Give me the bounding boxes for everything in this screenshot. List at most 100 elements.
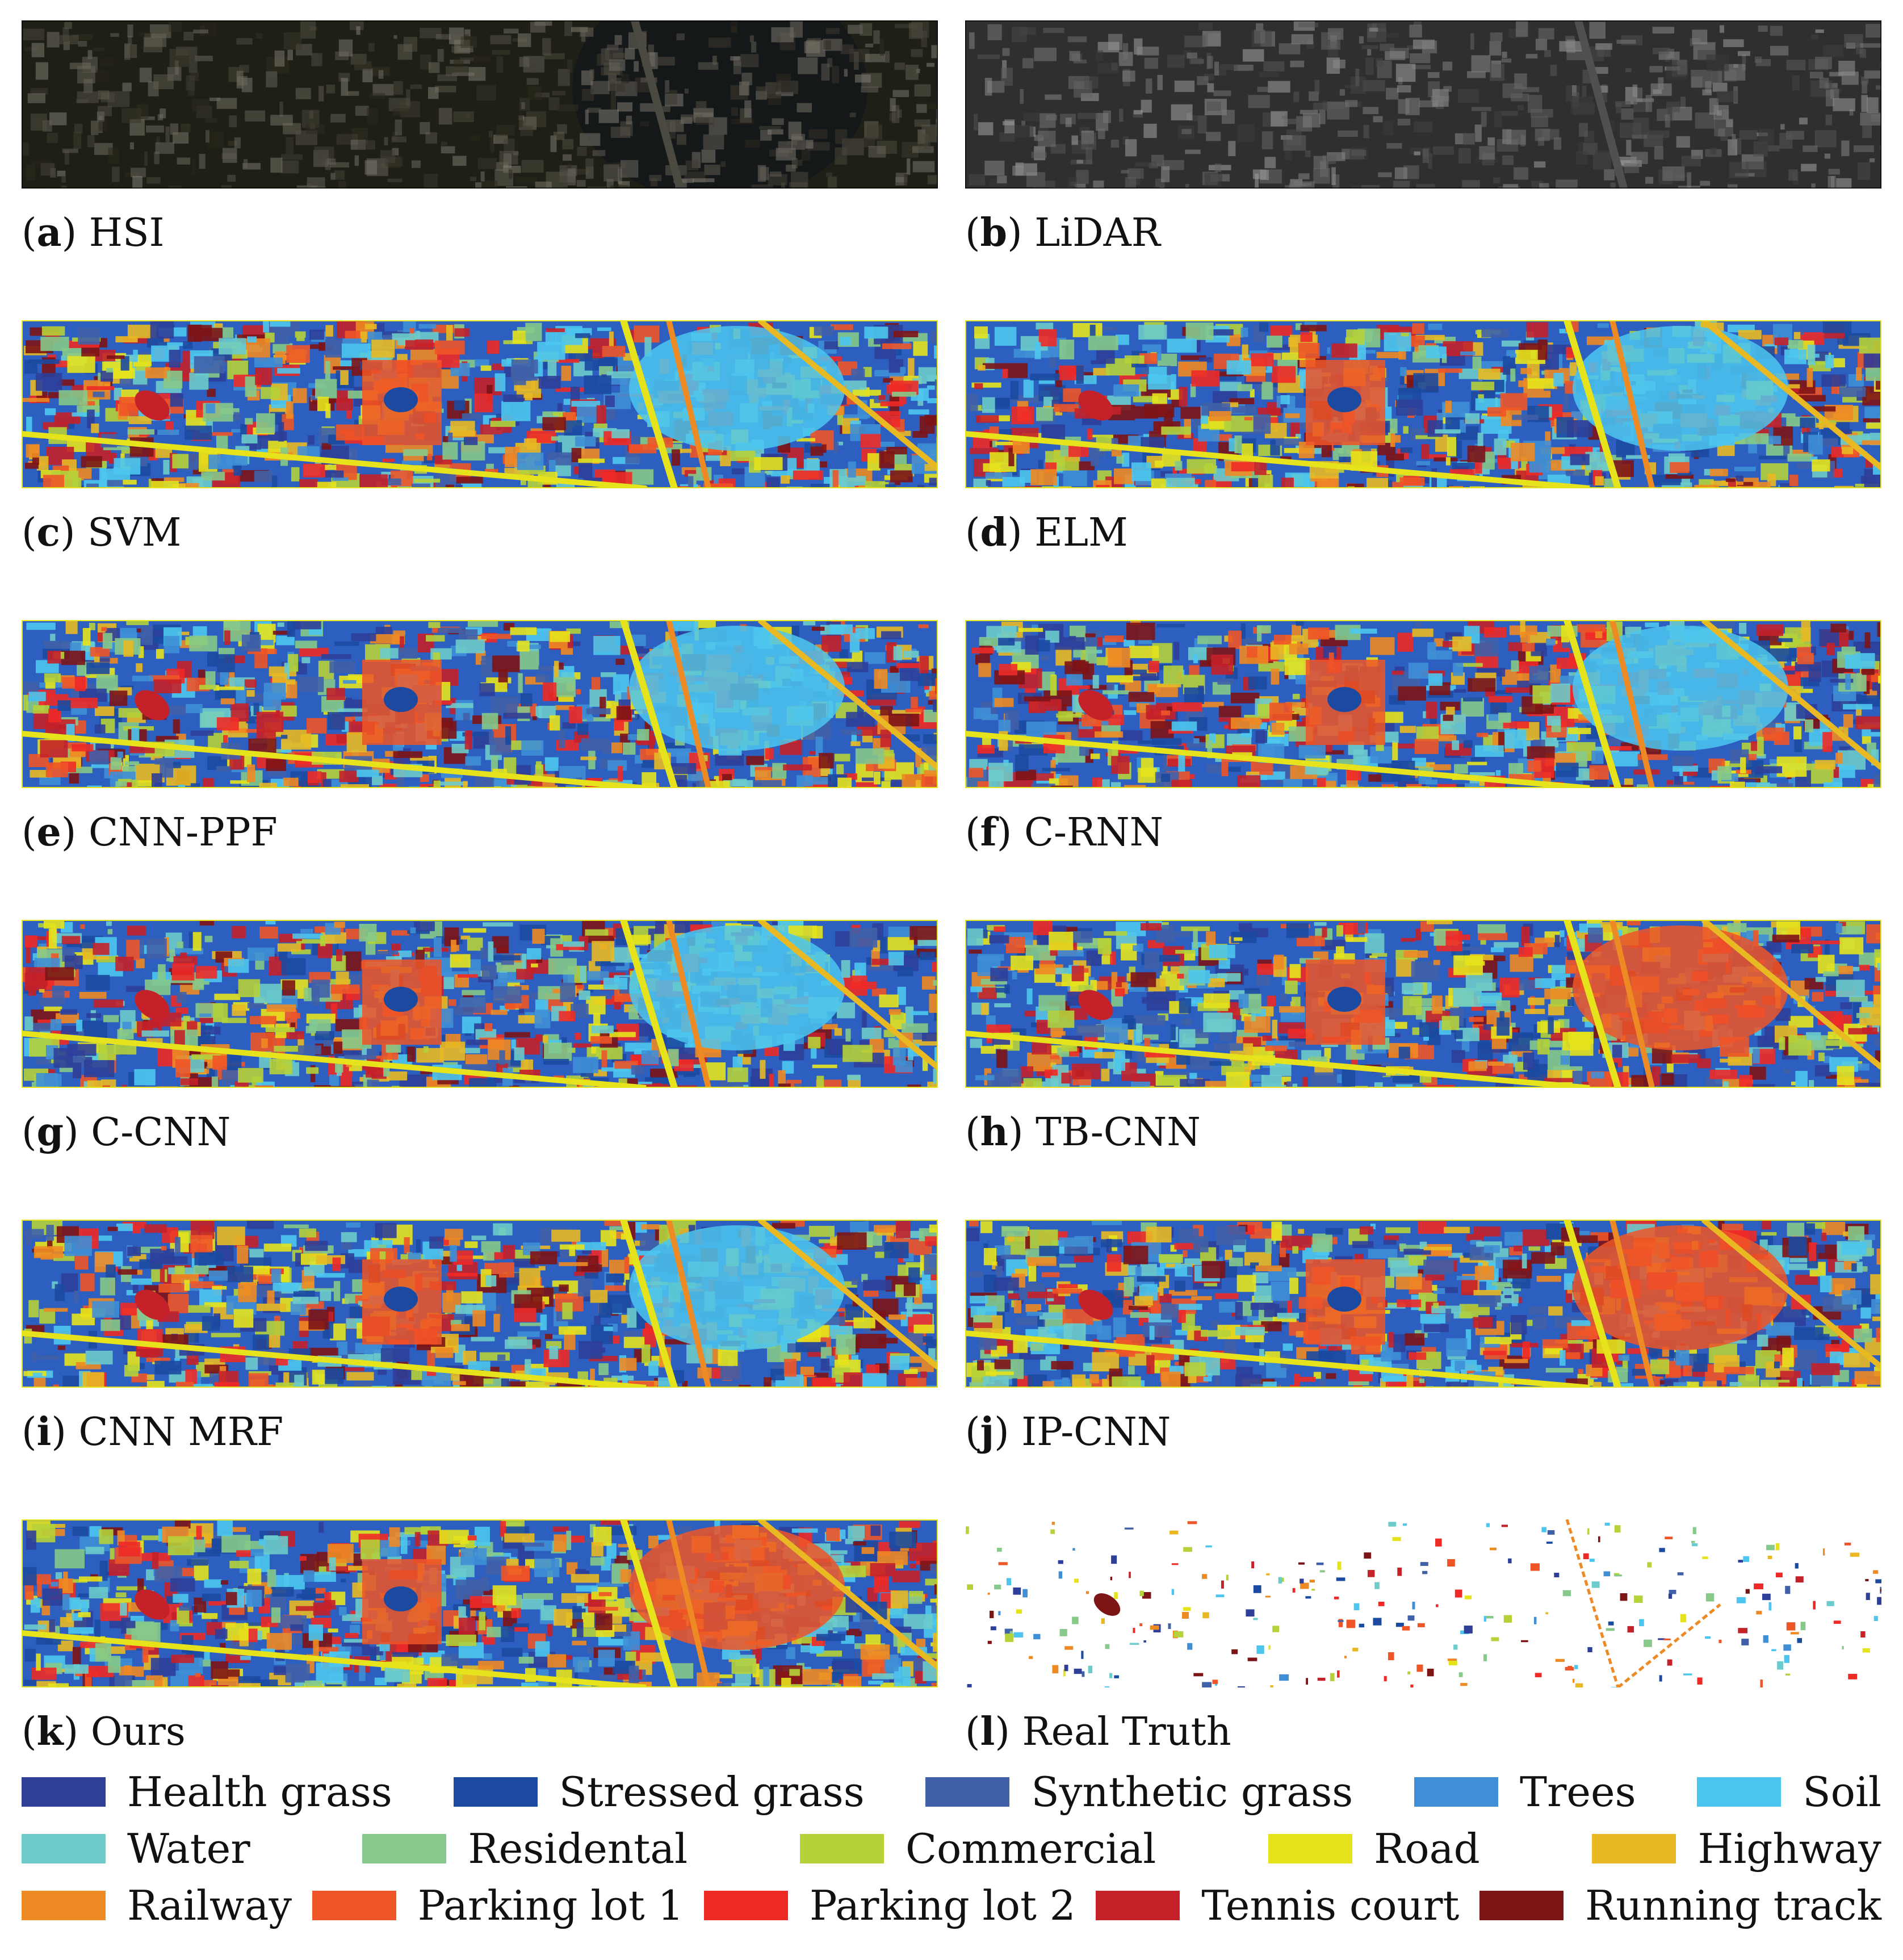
- caption-name: Ours: [90, 1710, 186, 1754]
- classification-map: [22, 1220, 938, 1388]
- legend-item-railway: Railway: [22, 1883, 292, 1928]
- caption-letter: i: [36, 1409, 52, 1455]
- legend-item-residental: Residental: [362, 1826, 688, 1871]
- caption-letter: j: [980, 1409, 995, 1455]
- legend-swatch: [1592, 1834, 1676, 1863]
- caption-letter: k: [36, 1709, 64, 1754]
- legend-label: Tennis court: [1201, 1882, 1460, 1929]
- caption-g: (g) C-CNN: [22, 1109, 231, 1155]
- legend-row: Water Residental Commercial Road Highway: [22, 1826, 1881, 1871]
- legend-item-parking-lot-1: Parking lot 1: [312, 1883, 684, 1928]
- panel-c-cnn-map: [22, 920, 938, 1088]
- legend-item-soil: Soil: [1697, 1769, 1881, 1815]
- legend-item-commercial: Commercial: [799, 1825, 1156, 1873]
- panel-cnn-mrf-map: [22, 1220, 938, 1388]
- legend-label: Soil: [1803, 1768, 1881, 1816]
- lidar-image: [965, 20, 1881, 189]
- legend-swatch: [362, 1834, 447, 1863]
- legend-label: Commercial: [905, 1825, 1156, 1873]
- panel-hsi-image: [22, 20, 938, 189]
- legend-swatch: [312, 1891, 396, 1920]
- legend-label: Highway: [1697, 1825, 1881, 1873]
- legend-label: Residental: [468, 1825, 688, 1873]
- classification-map: [22, 620, 938, 788]
- legend-label: Parking lot 1: [417, 1882, 684, 1929]
- panel-cnn-ppf-map: [22, 620, 938, 788]
- legend-swatch: [22, 1777, 106, 1807]
- caption-e: (e) CNN-PPF: [22, 810, 278, 855]
- caption-name: HSI: [89, 211, 165, 256]
- caption-letter: b: [980, 210, 1008, 256]
- panel-elm-map: [965, 320, 1881, 488]
- legend-swatch: [453, 1777, 538, 1807]
- legend-item-parking-lot-2: Parking lot 2: [704, 1883, 1076, 1928]
- legend-swatch: [22, 1834, 106, 1863]
- legend-item-trees: Trees: [1414, 1769, 1636, 1815]
- caption-name: IP-CNN: [1021, 1410, 1171, 1455]
- legend-label: Running track: [1585, 1882, 1881, 1929]
- caption-name: LiDAR: [1034, 211, 1160, 256]
- caption-name: Real Truth: [1022, 1710, 1231, 1754]
- caption-letter: f: [980, 810, 997, 855]
- caption-j: (j) IP-CNN: [965, 1409, 1171, 1455]
- legend-item-water: Water: [22, 1826, 250, 1871]
- legend-row: Railway Parking lot 1 Parking lot 2 Tenn…: [22, 1883, 1881, 1928]
- legend-swatch: [799, 1834, 884, 1863]
- caption-name: ELM: [1034, 510, 1128, 555]
- panel-lidar-image: [965, 20, 1881, 189]
- legend-label: Parking lot 2: [810, 1882, 1076, 1929]
- legend-item-road: Road: [1268, 1826, 1480, 1871]
- legend-label: Water: [127, 1825, 250, 1873]
- legend-label: Synthetic grass: [1031, 1768, 1353, 1816]
- caption-c: (c) SVM: [22, 510, 182, 555]
- caption-letter: d: [980, 510, 1008, 555]
- legend-label: Health grass: [127, 1768, 392, 1816]
- caption-d: (d) ELM: [965, 510, 1128, 555]
- legend-label: Trees: [1519, 1768, 1636, 1816]
- classification-map: [22, 320, 938, 488]
- legend-item-tennis-court: Tennis court: [1096, 1883, 1459, 1928]
- legend-item-synthetic-grass: Synthetic grass: [925, 1769, 1353, 1815]
- legend-swatch: [1268, 1834, 1353, 1863]
- caption-letter: h: [980, 1109, 1008, 1155]
- classification-map: [22, 920, 938, 1088]
- panel-svm-map: [22, 320, 938, 488]
- caption-name: TB-CNN: [1036, 1110, 1201, 1155]
- caption-letter: c: [36, 510, 60, 555]
- caption-letter: e: [36, 810, 61, 855]
- classification-map: [22, 1519, 938, 1687]
- caption-f: (f) C-RNN: [965, 810, 1164, 855]
- legend-row: Health grass Stressed grass Synthetic gr…: [22, 1769, 1881, 1815]
- legend-swatch: [1697, 1777, 1782, 1807]
- panel-ip-cnn-map: [965, 1220, 1881, 1388]
- panel-c-rnn-map: [965, 620, 1881, 788]
- caption-letter: l: [980, 1709, 995, 1754]
- caption-name: CNN MRF: [78, 1410, 284, 1455]
- classification-map: [965, 1220, 1881, 1388]
- legend-swatch: [925, 1777, 1010, 1807]
- caption-l: (l) Real Truth: [965, 1709, 1231, 1754]
- caption-i: (i) CNN MRF: [22, 1409, 284, 1455]
- legend-swatch: [1414, 1777, 1498, 1807]
- caption-name: CNN-PPF: [88, 810, 278, 855]
- legend-item-stressed-grass: Stressed grass: [453, 1768, 865, 1816]
- legend-item-health-grass: Health grass: [22, 1769, 392, 1815]
- caption-letter: g: [36, 1109, 64, 1155]
- ground-truth-map: [965, 1519, 1881, 1687]
- hsi-image: [22, 20, 938, 189]
- caption-b: (b) LiDAR: [965, 210, 1160, 256]
- legend-swatch: [22, 1891, 106, 1920]
- legend-item-highway: Highway: [1592, 1826, 1881, 1871]
- caption-h: (h) TB-CNN: [965, 1109, 1201, 1155]
- legend-swatch: [1096, 1891, 1180, 1920]
- legend-swatch: [704, 1891, 789, 1920]
- caption-name: C-RNN: [1024, 810, 1164, 855]
- panel-tb-cnn-map: [965, 920, 1881, 1088]
- panel-ours-map: [22, 1519, 938, 1687]
- panel-real-truth-map: [965, 1519, 1881, 1687]
- legend-label: Stressed grass: [559, 1768, 865, 1816]
- caption-letter: a: [36, 210, 62, 256]
- classification-map: [965, 920, 1881, 1088]
- legend-swatch: [1479, 1891, 1564, 1920]
- caption-name: SVM: [87, 510, 182, 555]
